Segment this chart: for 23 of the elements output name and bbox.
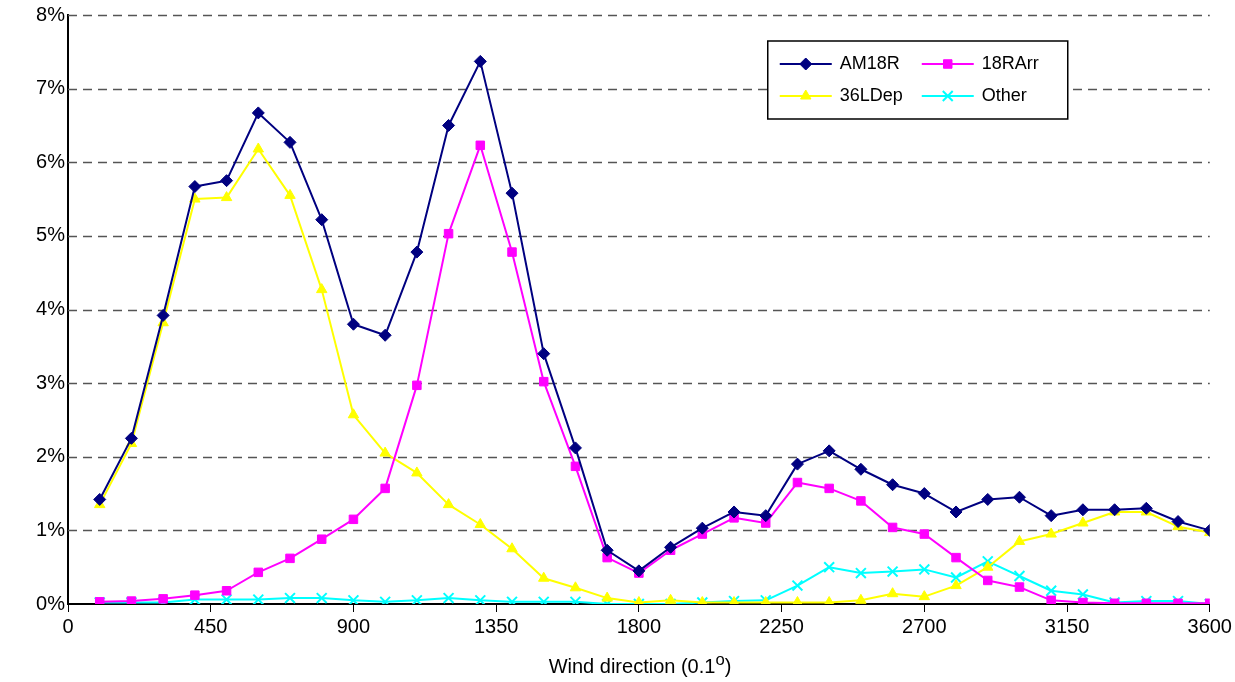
y-tick-label: 8% (36, 2, 66, 25)
y-tick-label: 7% (36, 76, 66, 99)
legend-label: AM18R (839, 52, 900, 73)
y-tick-label: 3% (36, 370, 66, 393)
y-tick-label: 1% (36, 517, 66, 540)
x-tick-label: 3600 (1187, 614, 1232, 637)
x-tick-label: 2700 (902, 614, 947, 637)
x-tick-label: 2250 (759, 614, 804, 637)
y-tick-label: 0% (36, 591, 66, 614)
legend-label: 36LDep (839, 84, 903, 105)
x-tick-label: 450 (194, 614, 228, 637)
y-tick-label: 5% (36, 223, 66, 246)
x-tick-label: 1350 (473, 614, 519, 637)
legend-label: Other (981, 84, 1027, 105)
x-tick-label: 0 (62, 614, 74, 637)
y-tick-label: 6% (36, 149, 66, 172)
legend-label: 18RArr (981, 52, 1039, 73)
x-tick-label: 1800 (616, 614, 662, 637)
x-tick-label: 3150 (1044, 614, 1090, 637)
y-tick-label: 2% (36, 444, 66, 467)
x-axis-title: Wind direction (0.1$^{o}$) (547, 650, 733, 678)
y-tick-label: 4% (36, 297, 66, 320)
x-tick-label: 900 (336, 614, 371, 637)
